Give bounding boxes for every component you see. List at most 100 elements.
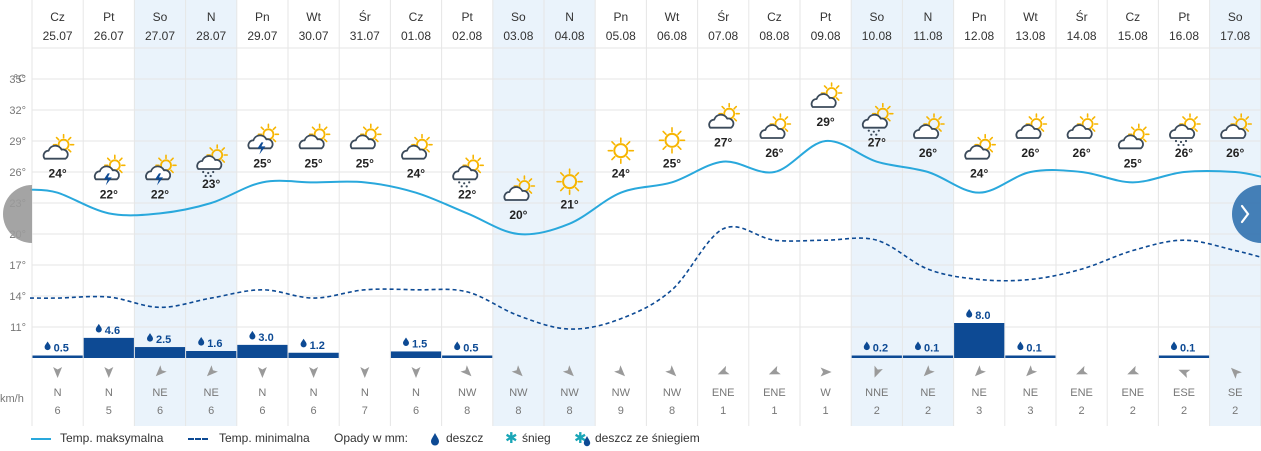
rain-drop-icon xyxy=(863,341,870,351)
wind-arrow-icon xyxy=(562,365,574,377)
y-unit-label: °C xyxy=(14,73,26,85)
legend-tmin-label: Temp. minimalna xyxy=(219,431,310,445)
tmax-label: 25° xyxy=(305,156,323,170)
tmax-label: 22° xyxy=(151,187,169,201)
day-date: 02.08 xyxy=(452,29,482,43)
rain-drop-icon xyxy=(915,341,921,351)
partly-cloudy-icon xyxy=(810,82,843,108)
sun-icon xyxy=(556,168,583,195)
wind-speed: 2 xyxy=(1232,405,1238,417)
partly-cloudy-icon xyxy=(759,113,792,139)
scroll-right-button[interactable] xyxy=(1232,185,1261,243)
precip-bar xyxy=(442,355,493,358)
wind-speed: 2 xyxy=(1079,405,1085,417)
sun-rain-cloud-icon xyxy=(1169,113,1201,147)
wind-speed: 6 xyxy=(208,405,214,417)
wind-speed: 8 xyxy=(669,405,675,417)
sun-icon xyxy=(607,137,635,164)
wind-speed: 8 xyxy=(464,405,470,417)
precip-bar xyxy=(851,355,902,358)
wind-arrow-icon xyxy=(820,367,832,377)
precip-bar xyxy=(134,347,186,358)
weather-forecast-chart: 11° 14° 17° 20° 23° 26° 29° 32° 35°°C km/h Cz 25.07… xyxy=(0,0,1261,426)
partly-cloudy-icon xyxy=(401,133,433,160)
tmax-label: 24° xyxy=(407,167,425,181)
legend-tmax-label: Temp. maksymalna xyxy=(60,431,164,445)
tmax-label: 25° xyxy=(1124,156,1142,170)
day-date: 28.07 xyxy=(196,29,226,43)
day-date: 07.08 xyxy=(708,29,738,43)
legend-rain-snow-label: deszcz ze śniegiem xyxy=(595,431,700,445)
wind-speed: 3 xyxy=(976,405,982,417)
rain-drop-icon xyxy=(454,341,461,351)
wind-arrow-icon xyxy=(923,365,935,377)
wind-direction: ENE xyxy=(712,387,735,399)
y-tick-label: 26° xyxy=(9,167,26,179)
sun-rain-cloud-icon xyxy=(452,154,485,188)
precip-label: 0.5 xyxy=(463,343,478,355)
day-date: 27.07 xyxy=(145,29,175,43)
precip-label: 1.6 xyxy=(207,338,222,350)
day-date: 29.07 xyxy=(247,29,277,43)
rain-drop-icon xyxy=(249,330,256,340)
chart-legend: Temp. maksymalna Temp. minimalna Opady w… xyxy=(0,426,1261,451)
day-name: Śr xyxy=(1076,9,1088,24)
partly-cloudy-icon xyxy=(1066,113,1099,139)
wind-arrow-icon xyxy=(511,365,523,377)
wind-arrow-icon xyxy=(717,365,730,375)
wind-speed: 8 xyxy=(567,405,573,417)
wind-speed: 9 xyxy=(618,405,624,417)
legend-tmax-swatch xyxy=(31,438,51,440)
wind-direction: NW xyxy=(663,387,682,399)
day-name: Wt xyxy=(665,10,680,24)
wind-direction: NE xyxy=(920,387,935,399)
wind-direction: NW xyxy=(560,387,579,399)
wind-arrow-icon xyxy=(155,365,167,377)
legend-rain-label: deszcz xyxy=(446,431,484,445)
wind-arrow-icon xyxy=(53,367,63,378)
day-name: Pt xyxy=(820,10,832,24)
day-date: 13.08 xyxy=(1015,29,1045,43)
wind-speed: 6 xyxy=(311,405,317,417)
legend-snow-label: śnieg xyxy=(522,431,551,445)
tmax-label: 25° xyxy=(663,156,681,170)
wind-direction: NE xyxy=(1023,387,1038,399)
precip-bar xyxy=(288,352,339,358)
tmax-label: 20° xyxy=(509,208,527,222)
wind-arrow-icon xyxy=(104,367,114,378)
partly-cloudy-icon xyxy=(708,102,741,129)
wind-speed: 2 xyxy=(925,405,931,417)
day-date: 04.08 xyxy=(555,29,585,43)
wind-direction: N xyxy=(412,387,420,399)
wind-speed: 7 xyxy=(362,405,368,417)
day-name: So xyxy=(153,10,168,24)
precip-label: 1.2 xyxy=(310,340,325,352)
partly-cloudy-icon xyxy=(349,123,382,150)
wind-direction: N xyxy=(310,387,318,399)
precip-label: 0.1 xyxy=(924,343,939,355)
day-name: Pn xyxy=(972,10,987,24)
thunderstorm-icon xyxy=(93,154,126,186)
tmax-label: 24° xyxy=(970,167,988,181)
rain-drop-icon xyxy=(966,309,973,318)
day-date: 17.08 xyxy=(1220,29,1250,43)
wind-speed: 6 xyxy=(55,405,61,417)
wind-arrow-icon xyxy=(874,365,883,378)
legend-snow-icon: ✱ xyxy=(505,430,518,447)
wind-arrow-icon xyxy=(974,365,986,377)
wind-direction: NE xyxy=(972,387,987,399)
y-tick-label: 32° xyxy=(9,105,26,117)
day-date: 15.08 xyxy=(1118,29,1148,43)
sun-icon xyxy=(658,127,686,154)
legend-tmin-swatch xyxy=(188,438,208,440)
wind-direction: W xyxy=(820,387,831,399)
rain-drop-icon xyxy=(1171,341,1177,351)
scroll-left-button[interactable] xyxy=(3,185,48,243)
wind-speed: 2 xyxy=(1130,405,1136,417)
wind-speed: 5 xyxy=(106,405,112,417)
tmax-label: 27° xyxy=(868,136,886,150)
day-name: N xyxy=(207,10,216,24)
precip-bar xyxy=(83,337,134,358)
precip-label: 1.5 xyxy=(412,338,427,350)
precip-label: 0.2 xyxy=(873,343,888,355)
